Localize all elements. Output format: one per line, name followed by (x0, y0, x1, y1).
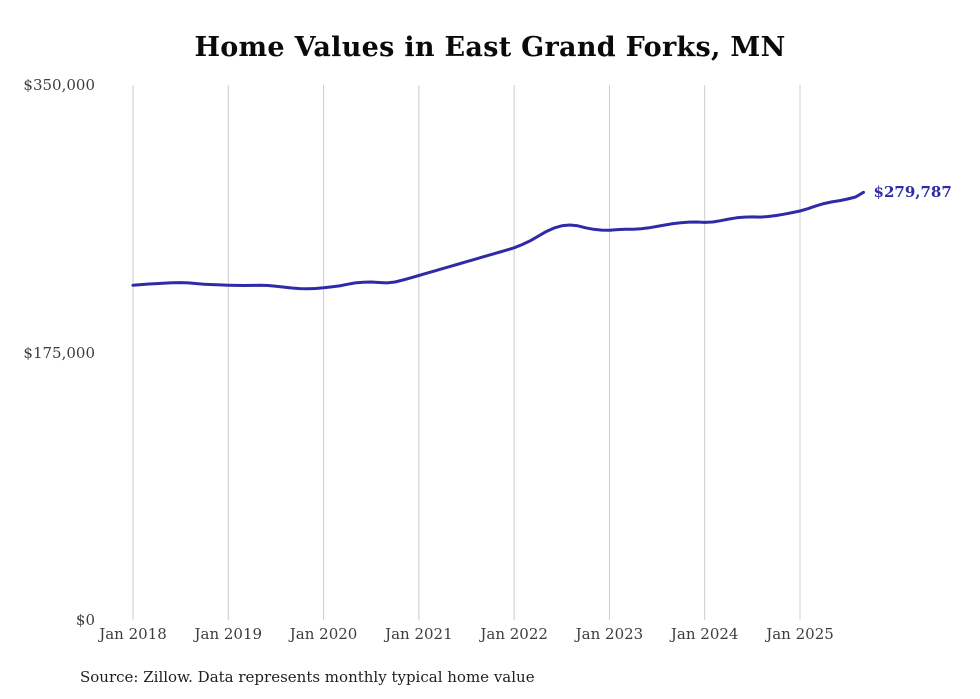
x-tick-label: Jan 2021 (385, 625, 453, 643)
source-note: Source: Zillow. Data represents monthly … (80, 668, 535, 686)
chart-title: Home Values in East Grand Forks, MN (194, 32, 786, 63)
x-tick-label: Jan 2019 (194, 625, 263, 643)
y-tick-label: $0 (75, 611, 95, 629)
y-tick-label: $175,000 (23, 343, 95, 362)
latest-value-label: $279,787 (873, 183, 952, 202)
gridlines (132, 85, 801, 620)
x-tick-label: Jan 2023 (575, 625, 644, 643)
x-tick-label: Jan 2025 (766, 625, 834, 643)
x-tick-label: Jan 2022 (480, 625, 548, 643)
x-tick-label: Jan 2024 (670, 625, 739, 643)
value-line (131, 190, 865, 291)
x-tick-label: Jan 2020 (289, 625, 358, 643)
y-tick-label: $350,000 (23, 76, 95, 94)
x-tick-label: Jan 2018 (99, 625, 167, 643)
